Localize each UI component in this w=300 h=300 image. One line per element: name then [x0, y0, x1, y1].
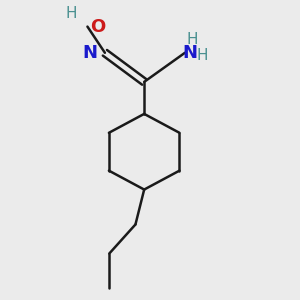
Text: H: H — [196, 48, 208, 63]
Text: N: N — [182, 44, 197, 62]
Text: N: N — [82, 44, 98, 62]
Text: H: H — [66, 6, 77, 21]
Text: H: H — [186, 32, 198, 47]
Text: O: O — [90, 18, 106, 36]
